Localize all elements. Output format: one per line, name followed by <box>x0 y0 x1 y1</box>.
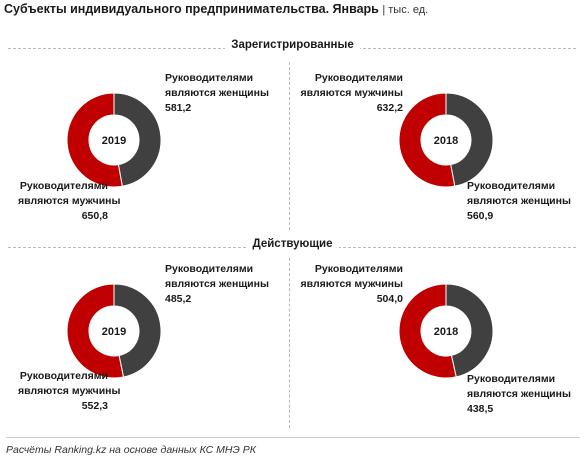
center-year-label: 2018 <box>434 326 458 338</box>
label-line2: являются мужчины <box>300 87 403 99</box>
source-note: Расчёты Ranking.kz на основе данных КС М… <box>6 444 256 456</box>
center-year-label: 2019 <box>102 326 126 338</box>
label-line2: являются женщины <box>165 87 269 99</box>
label-women-registered-2019: Руководителями являются женщины 581,2 <box>165 71 269 116</box>
label-men-registered-2019: Руководителями являются мужчины 650,8 <box>18 179 121 224</box>
label-line1: Руководителями <box>314 72 403 84</box>
donut-chart-active-2019: 2019 <box>66 283 162 379</box>
label-line2: являются мужчины <box>18 195 121 207</box>
label-men-active-2019: Руководителями являются мужчины 552,3 <box>18 369 121 414</box>
section-title-registered-text: Зарегистрированные <box>225 39 360 51</box>
label-line2: являются женщины <box>467 195 571 207</box>
label-line2: являются женщины <box>467 388 571 400</box>
label-value: 504,0 <box>376 293 403 305</box>
slice-women <box>113 283 162 378</box>
label-line2: являются мужчины <box>18 385 121 397</box>
label-value: 485,2 <box>165 293 192 305</box>
label-women-registered-2018: Руководителями являются женщины 560,9 <box>467 179 571 224</box>
vertical-divider-top <box>289 62 290 230</box>
section-title-active: Действующие <box>0 238 585 250</box>
label-men-active-2018: Руководителями являются мужчины 504,0 <box>298 262 403 307</box>
chart-title: Субъекты индивидуального предприниматель… <box>4 2 428 16</box>
center-year-label: 2018 <box>434 135 458 147</box>
vertical-divider-bottom <box>289 258 290 428</box>
section-title-registered: Зарегистрированные <box>0 39 585 51</box>
label-women-active-2019: Руководителями являются женщины 485,2 <box>165 262 269 307</box>
chart-title-text: Субъекты индивидуального предприниматель… <box>4 2 379 16</box>
label-value: 560,9 <box>467 210 494 222</box>
donut-chart-registered-2019: 2019 <box>66 92 162 188</box>
section-title-active-text: Действующие <box>246 238 339 250</box>
slice-men <box>398 92 456 188</box>
slice-women <box>445 283 494 378</box>
label-line1: Руководителями <box>165 263 254 275</box>
slice-men <box>66 283 125 379</box>
label-value: 650,8 <box>81 210 108 222</box>
label-line1: Руководителями <box>467 373 556 385</box>
label-value: 438,5 <box>467 403 494 415</box>
slice-men <box>398 283 457 379</box>
units-label: | тыс. ед. <box>382 4 429 16</box>
footer-divider <box>6 437 580 438</box>
label-value: 632,2 <box>376 102 403 114</box>
donut-chart-active-2018: 2018 <box>398 283 494 379</box>
label-line1: Руководителями <box>467 180 556 192</box>
label-line1: Руководителями <box>19 370 108 382</box>
slice-women <box>113 92 162 187</box>
label-line1: Руководителями <box>165 72 254 84</box>
label-line1: Руководителями <box>19 180 108 192</box>
label-line1: Руководителями <box>314 263 403 275</box>
center-year-label: 2019 <box>102 135 126 147</box>
label-line2: являются женщины <box>165 278 269 290</box>
slice-men <box>66 92 123 188</box>
label-value: 581,2 <box>165 102 192 114</box>
label-line2: являются мужчины <box>300 278 403 290</box>
slice-women <box>445 92 494 187</box>
donut-chart-registered-2018: 2018 <box>398 92 494 188</box>
label-value: 552,3 <box>81 400 108 412</box>
label-women-active-2018: Руководителями являются женщины 438,5 <box>467 372 571 417</box>
label-men-registered-2018: Руководителями являются мужчины 632,2 <box>298 71 403 116</box>
